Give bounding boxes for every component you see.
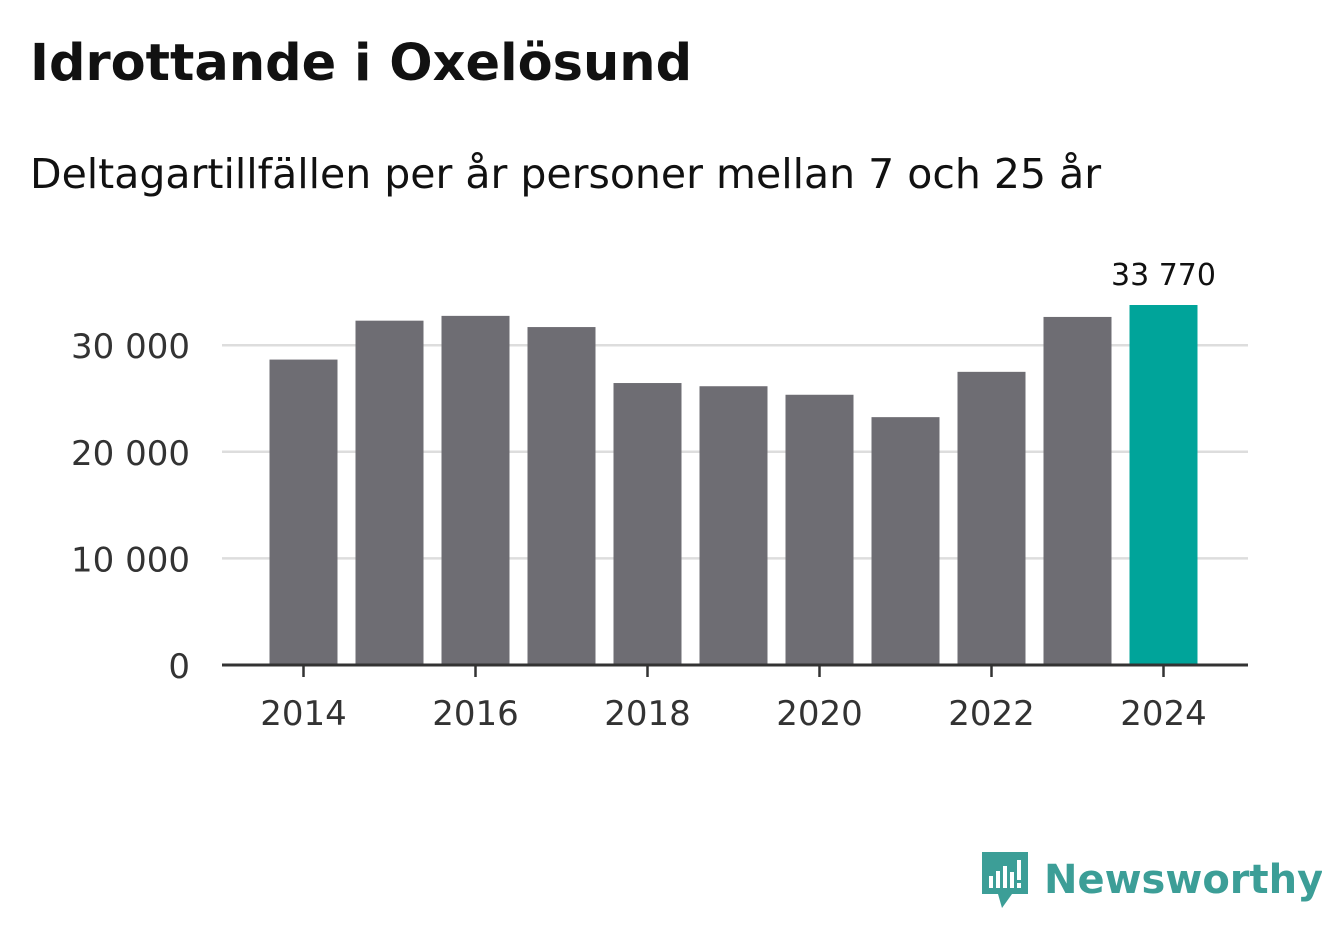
bars: [269, 305, 1198, 665]
y-tick-label: 10 000: [71, 540, 190, 580]
x-tick-label: 2020: [776, 694, 863, 734]
bar: [355, 320, 424, 665]
data-labels: 33 770: [1111, 258, 1216, 293]
bar: [871, 417, 940, 665]
bar: [441, 315, 510, 665]
bar: [527, 327, 596, 665]
x-tick-label: 2022: [948, 694, 1035, 734]
x-axis: [222, 663, 1248, 677]
y-axis-tick-labels: 0 10 000 20 000 30 000: [71, 327, 190, 687]
bar: [785, 394, 854, 665]
chart-subtitle: Deltagartillfällen per år personer mella…: [30, 150, 1102, 198]
brand-name: Newsworthy: [1044, 857, 1322, 903]
bar: [269, 359, 338, 665]
x-tick-label: 2018: [604, 694, 691, 734]
y-tick-label: 20 000: [71, 434, 190, 474]
highlight-bar: [1129, 305, 1198, 665]
x-tick-label: 2016: [432, 694, 519, 734]
bar-chart: 0 10 000 20 000 30 000 2014 2016 2018 2020 2022…: [71, 258, 1248, 734]
bar: [957, 371, 1026, 665]
bar: [699, 386, 768, 665]
x-tick-label: 2024: [1120, 694, 1207, 734]
y-tick-label: 0: [168, 647, 190, 687]
x-axis-tick-labels: 2014 2016 2018 2020 2022 2024: [260, 694, 1207, 734]
bar: [613, 383, 682, 665]
chart-title: Idrottande i Oxelösund: [30, 34, 693, 93]
y-tick-label: 30 000: [71, 327, 190, 367]
data-label: 33 770: [1111, 258, 1216, 293]
x-tick-label: 2014: [260, 694, 347, 734]
brand-logo: Newsworthy: [980, 850, 1322, 910]
newsworthy-logo-icon: [982, 852, 1028, 908]
bar: [1043, 316, 1112, 665]
